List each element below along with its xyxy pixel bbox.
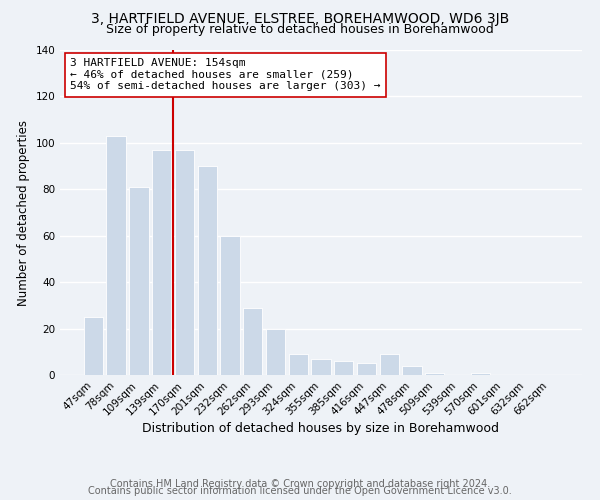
Text: Size of property relative to detached houses in Borehamwood: Size of property relative to detached ho… [106,22,494,36]
Bar [106,136,126,375]
Bar [289,354,308,375]
Bar [334,361,353,375]
Bar [175,150,194,375]
Text: 3 HARTFIELD AVENUE: 154sqm
← 46% of detached houses are smaller (259)
54% of sem: 3 HARTFIELD AVENUE: 154sqm ← 46% of deta… [70,58,381,92]
Bar [220,236,239,375]
Text: 3, HARTFIELD AVENUE, ELSTREE, BOREHAMWOOD, WD6 3JB: 3, HARTFIELD AVENUE, ELSTREE, BOREHAMWOO… [91,12,509,26]
Bar [152,150,172,375]
Y-axis label: Number of detached properties: Number of detached properties [17,120,30,306]
Bar [84,317,103,375]
Bar [403,366,422,375]
Bar [243,308,262,375]
Bar [470,372,490,375]
Bar [311,359,331,375]
Bar [266,328,285,375]
Bar [197,166,217,375]
X-axis label: Distribution of detached houses by size in Borehamwood: Distribution of detached houses by size … [143,422,499,436]
Bar [425,372,445,375]
Bar [129,187,149,375]
Bar [380,354,399,375]
Text: Contains HM Land Registry data © Crown copyright and database right 2024.: Contains HM Land Registry data © Crown c… [110,479,490,489]
Text: Contains public sector information licensed under the Open Government Licence v3: Contains public sector information licen… [88,486,512,496]
Bar [357,364,376,375]
